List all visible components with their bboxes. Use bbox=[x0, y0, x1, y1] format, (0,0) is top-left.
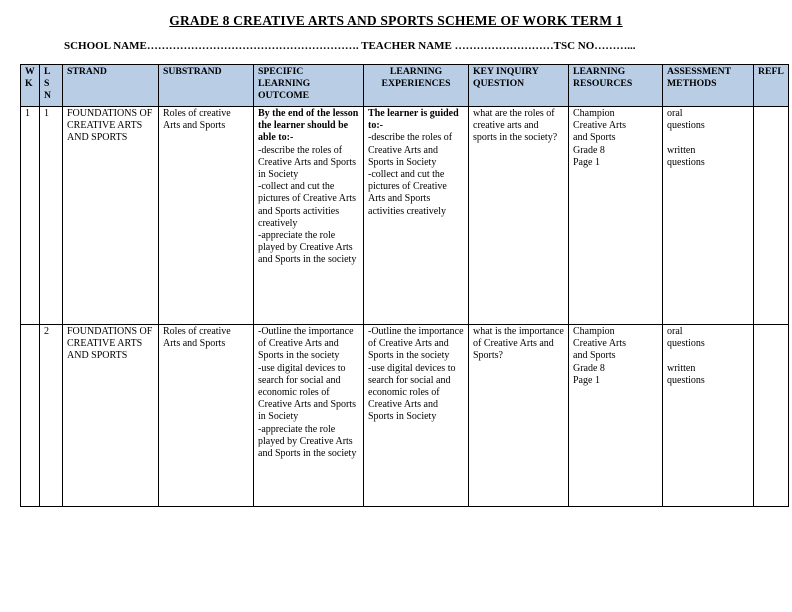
document-page: GRADE 8 CREATIVE ARTS AND SPORTS SCHEME … bbox=[0, 13, 792, 612]
slo-body-text: -Outline the importance of Creative Arts… bbox=[258, 326, 357, 459]
scheme-of-work-table: W K L S N STRAND SUBSTRAND SPECIFIC LEAR… bbox=[20, 64, 789, 507]
refl-cell bbox=[753, 106, 789, 325]
assessment-methods-cell: oral questions written questions bbox=[662, 324, 754, 507]
header-substrand: SUBSTRAND bbox=[158, 64, 254, 107]
slo-body-text: -describe the roles of Creative Arts and… bbox=[258, 144, 357, 266]
lesson-cell: 2 bbox=[39, 324, 63, 507]
key-inquiry-question-cell: what is the importance of Creative Arts … bbox=[468, 324, 569, 507]
le-body-text: -describe the roles of Creative Arts and… bbox=[368, 132, 453, 217]
learning-experiences-cell: -Outline the importance of Creative Arts… bbox=[363, 324, 469, 507]
slo-intro-text: By the end of the lesson the learner sho… bbox=[258, 108, 359, 144]
learning-resources-cell: Champion Creative Arts and Sports Grade … bbox=[568, 324, 663, 507]
week-cell bbox=[20, 324, 40, 507]
le-body-text: -Outline the importance of Creative Arts… bbox=[368, 326, 464, 423]
specific-learning-outcome-cell: -Outline the importance of Creative Arts… bbox=[253, 324, 364, 507]
learning-experiences-cell: The learner is guided to:- -describe the… bbox=[363, 106, 469, 325]
lesson-cell: 1 bbox=[39, 106, 63, 325]
document-title: GRADE 8 CREATIVE ARTS AND SPORTS SCHEME … bbox=[169, 13, 623, 28]
assessment-methods-cell: oral questions written questions bbox=[662, 106, 754, 325]
header-learning-experiences: LEARNING EXPERIENCES bbox=[363, 64, 469, 107]
refl-cell bbox=[753, 324, 789, 507]
header-refl: REFL bbox=[753, 64, 789, 107]
substrand-cell: Roles of creative Arts and Sports bbox=[158, 106, 254, 325]
header-learning-resources: LEARNING RESOURCES bbox=[568, 64, 663, 107]
le-intro-text: The learner is guided to:- bbox=[368, 108, 459, 132]
week-cell: 1 bbox=[20, 106, 40, 325]
strand-cell: FOUNDATIONS OF CREATIVE ARTS AND SPORTS bbox=[62, 324, 159, 507]
key-inquiry-question-cell: what are the roles of creative arts and … bbox=[468, 106, 569, 325]
specific-learning-outcome-cell: By the end of the lesson the learner sho… bbox=[253, 106, 364, 325]
table-header-row: W K L S N STRAND SUBSTRAND SPECIFIC LEAR… bbox=[20, 64, 789, 107]
substrand-cell: Roles of creative Arts and Sports bbox=[158, 324, 254, 507]
learning-resources-cell: Champion Creative Arts and Sports Grade … bbox=[568, 106, 663, 325]
header-specific-learning-outcome: SPECIFIC LEARNING OUTCOME bbox=[253, 64, 364, 107]
table-row: 2 FOUNDATIONS OF CREATIVE ARTS AND SPORT… bbox=[20, 324, 789, 507]
strand-cell: FOUNDATIONS OF CREATIVE ARTS AND SPORTS bbox=[62, 106, 159, 325]
header-lesson: L S N bbox=[39, 64, 63, 107]
header-key-inquiry-question: KEY INQUIRY QUESTION bbox=[468, 64, 569, 107]
header-week: W K bbox=[20, 64, 40, 107]
school-teacher-tsc-line: SCHOOL NAME…………………………………………………. TEACHER … bbox=[64, 40, 636, 52]
header-strand: STRAND bbox=[62, 64, 159, 107]
header-assessment-methods: ASSESSMENT METHODS bbox=[662, 64, 754, 107]
table-row: 1 1 FOUNDATIONS OF CREATIVE ARTS AND SPO… bbox=[20, 106, 789, 325]
